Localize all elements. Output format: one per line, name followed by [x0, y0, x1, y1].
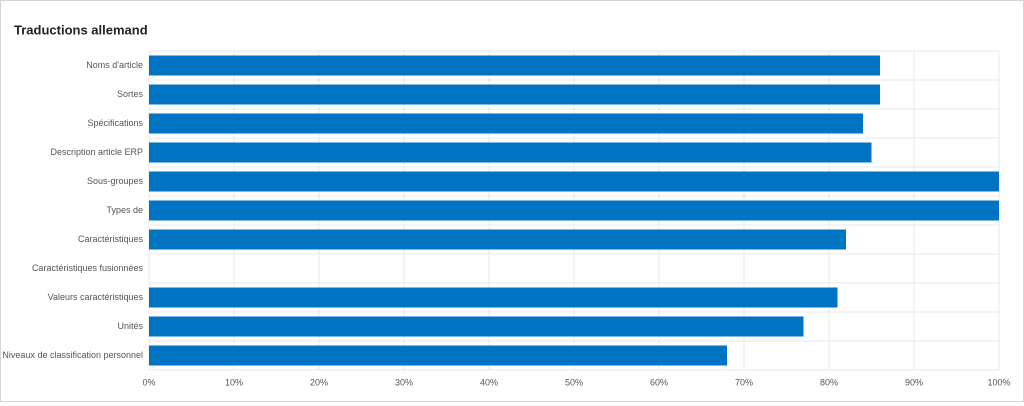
x-tick-label: 80% — [820, 377, 838, 387]
y-tick-label: Niveaux de classification personnel — [2, 350, 143, 360]
y-tick-label: Caractéristiques — [78, 234, 144, 244]
y-tick-label: Types de — [106, 205, 143, 215]
x-tick-label: 0% — [142, 377, 155, 387]
y-tick-label: Noms d'article — [86, 60, 143, 70]
y-tick-label: Spécifications — [87, 118, 143, 128]
x-tick-label: 40% — [480, 377, 498, 387]
bar — [149, 55, 880, 76]
bar — [149, 84, 880, 105]
x-tick-label: 20% — [310, 377, 328, 387]
y-tick-label: Sous-groupes — [87, 176, 144, 186]
bar — [149, 142, 872, 163]
bar — [149, 316, 804, 337]
y-tick-label: Caractéristiques fusionnées — [32, 263, 144, 273]
x-tick-label: 90% — [905, 377, 923, 387]
x-tick-label: 30% — [395, 377, 413, 387]
bar — [149, 171, 999, 192]
bar — [149, 113, 863, 134]
x-tick-label: 70% — [735, 377, 753, 387]
y-tick-label: Unités — [117, 321, 143, 331]
x-tick-label: 50% — [565, 377, 583, 387]
x-tick-label: 60% — [650, 377, 668, 387]
chart-title: Traductions allemand — [14, 22, 148, 37]
y-tick-label: Sortes — [117, 89, 144, 99]
bar — [149, 229, 846, 250]
y-tick-label: Valeurs caractéristiques — [48, 292, 144, 302]
bar — [149, 287, 838, 308]
x-tick-label: 100% — [987, 377, 1010, 387]
bar — [149, 200, 999, 221]
y-tick-label: Description article ERP — [50, 147, 143, 157]
x-tick-label: 10% — [225, 377, 243, 387]
bar — [149, 345, 727, 366]
